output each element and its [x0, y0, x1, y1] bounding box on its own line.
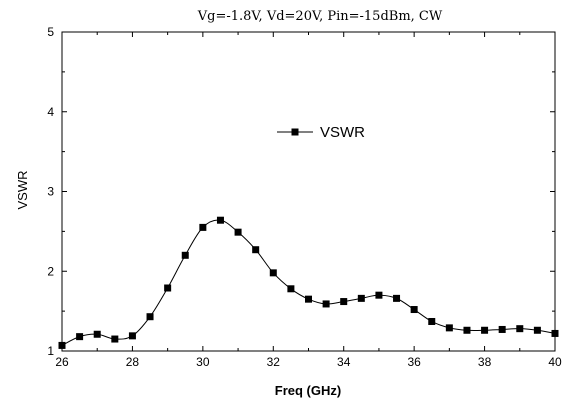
y-tick-label: 1 — [47, 344, 54, 358]
data-point-marker — [93, 330, 101, 338]
data-point-marker — [252, 246, 260, 254]
data-point-marker — [533, 326, 541, 334]
data-point-marker — [322, 300, 330, 308]
x-tick-label: 34 — [337, 355, 351, 369]
y-tick-label: 2 — [47, 264, 54, 278]
y-tick-label: 5 — [47, 25, 54, 39]
legend-marker — [291, 128, 299, 136]
data-point-marker — [287, 285, 295, 293]
data-point-marker — [375, 291, 383, 299]
x-tick-label: 30 — [196, 355, 210, 369]
data-point-marker — [181, 251, 189, 259]
data-point-marker — [481, 326, 489, 334]
x-tick-label: 38 — [478, 355, 492, 369]
data-point-marker — [216, 216, 224, 224]
x-tick-label: 28 — [126, 355, 140, 369]
data-point-marker — [463, 326, 471, 334]
data-point-marker — [111, 335, 119, 343]
series-layer — [58, 216, 559, 349]
data-point-marker — [128, 332, 136, 340]
data-point-marker — [357, 294, 365, 302]
y-tick-label: 4 — [47, 105, 54, 119]
y-tick-label: 3 — [47, 185, 54, 199]
x-tick-label: 36 — [407, 355, 421, 369]
data-point-marker — [76, 333, 84, 341]
legend: VSWR — [277, 124, 365, 141]
x-axis-ticks: 26 28 30 32 34 36 38 40 — [55, 32, 562, 369]
plot-area — [58, 31, 559, 352]
data-point-marker — [234, 228, 242, 236]
data-point-marker — [146, 313, 154, 321]
legend-label: VSWR — [320, 124, 365, 141]
data-point-marker — [340, 298, 348, 306]
y-axis-ticks: 1 2 3 4 5 — [47, 25, 555, 358]
data-point-marker — [428, 317, 436, 325]
x-tick-label: 26 — [55, 355, 69, 369]
data-point-marker — [498, 325, 506, 333]
data-point-marker — [516, 325, 524, 333]
data-point-marker — [58, 341, 66, 349]
x-tick-label: 40 — [548, 355, 562, 369]
data-point-marker — [164, 284, 172, 292]
data-point-marker — [269, 269, 277, 277]
series-line-vswr — [61, 219, 556, 346]
plot-frame — [61, 31, 556, 352]
data-point-marker — [445, 324, 453, 332]
data-point-marker — [410, 306, 418, 314]
x-axis-label: Freq (GHz) — [275, 383, 341, 398]
data-point-marker — [551, 329, 559, 337]
x-tick-label: 32 — [267, 355, 281, 369]
y-axis-label: VSWR — [15, 171, 30, 210]
data-point-marker — [199, 223, 207, 231]
chart-title: Vg=-1.8V, Vd=20V, Pin=-15dBm, CW — [197, 9, 443, 24]
data-point-marker — [305, 295, 312, 303]
data-point-marker — [393, 294, 401, 302]
